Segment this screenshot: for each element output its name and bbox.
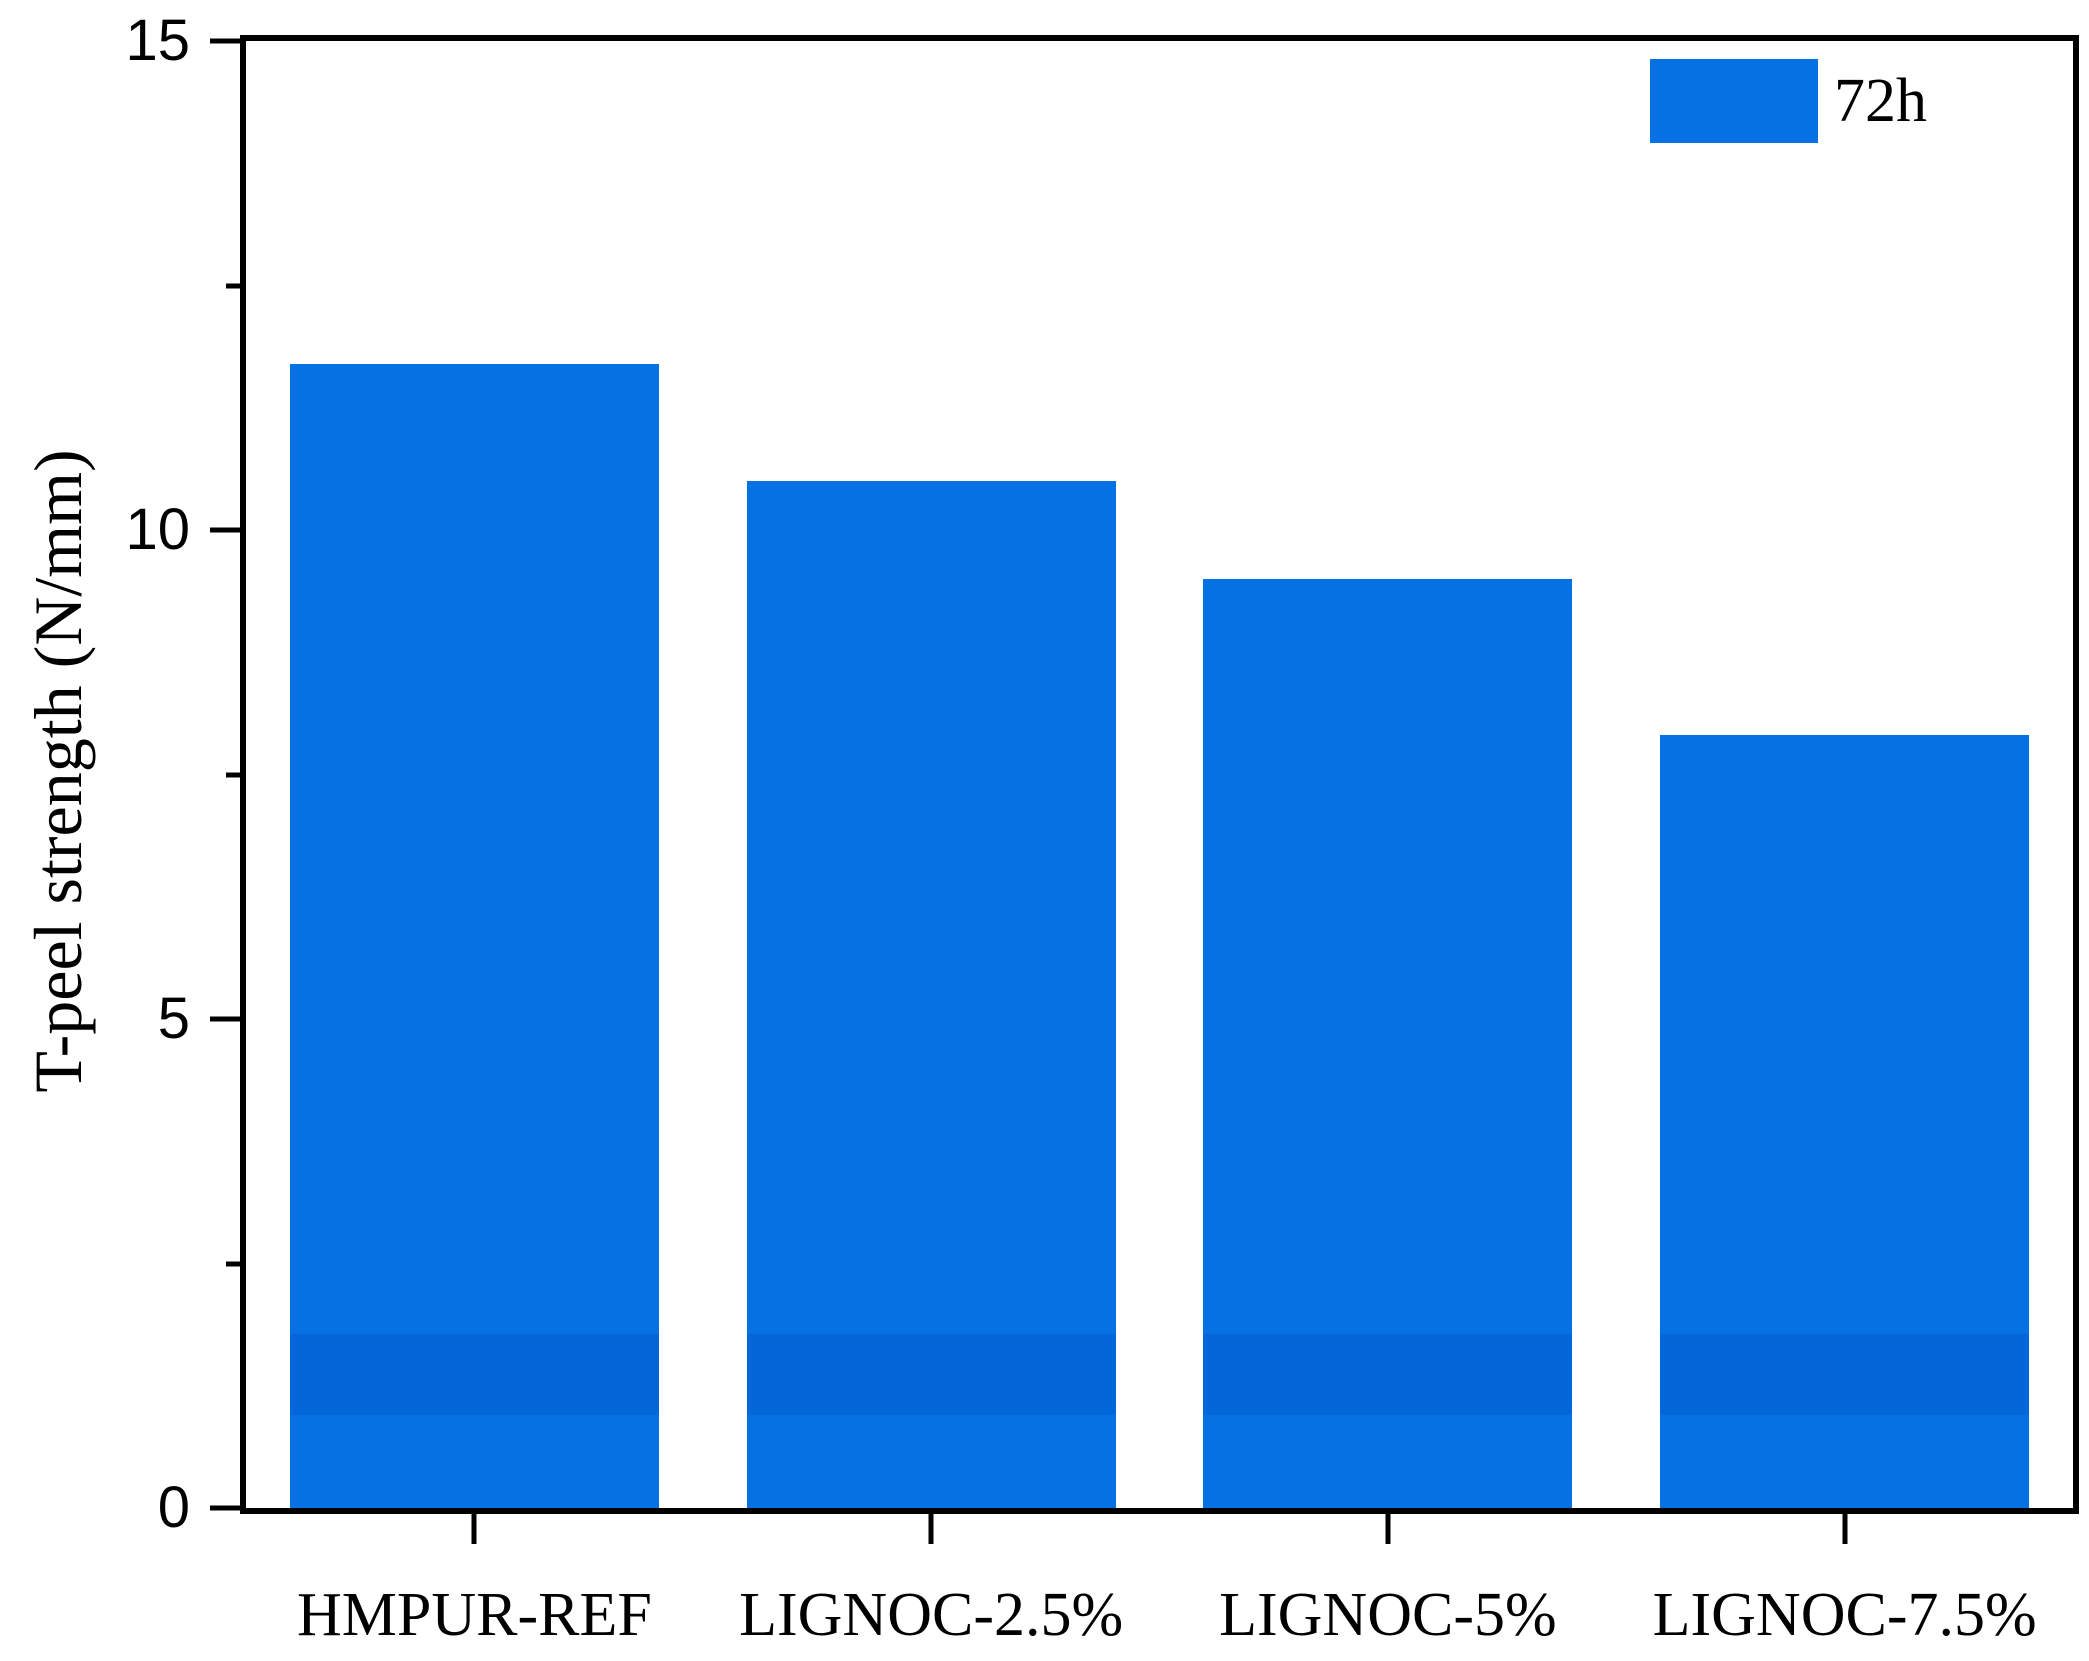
y-tick-label: 10	[125, 497, 190, 562]
y-tick-label: 15	[125, 8, 190, 73]
bar-shade-band	[1660, 1333, 2030, 1416]
y-major-tick	[210, 1505, 240, 1511]
x-category-label: LIGNOC-5%	[1219, 1581, 1557, 1649]
y-axis-title: T-peel strength (N/mm)	[20, 449, 96, 1093]
y-major-tick	[210, 527, 240, 533]
y-tick-label: 5	[157, 986, 190, 1051]
x-category-label: HMPUR-REF	[296, 1581, 652, 1649]
x-tick	[471, 1514, 477, 1544]
y-minor-tick	[226, 1261, 240, 1266]
bar-shade-band	[289, 1333, 659, 1416]
bar-shade-band	[1203, 1333, 1573, 1416]
y-major-tick	[210, 38, 240, 44]
x-tick	[1385, 1514, 1391, 1544]
bar-HMPUR-REF	[289, 363, 659, 1508]
bar-LIGNOC-2.5%	[746, 481, 1116, 1508]
x-category-label: LIGNOC-2.5%	[739, 1581, 1124, 1649]
bar-LIGNOC-5%	[1203, 578, 1573, 1508]
x-tick	[928, 1514, 934, 1544]
y-major-tick	[210, 1016, 240, 1022]
x-tick	[1842, 1514, 1848, 1544]
legend: 72h	[1650, 59, 1927, 143]
plot-area: 72h 0 5 10 15 HMPUR-REF LIGNOC-2.5% LIGNOC-5% L…	[125, 12, 2079, 1646]
y-tick-label: 0	[157, 1475, 190, 1540]
legend-label: 72h	[1834, 67, 1927, 135]
y-minor-tick	[226, 283, 240, 288]
bar-shade-band	[746, 1333, 1116, 1416]
y-minor-tick	[226, 772, 240, 777]
legend-swatch	[1650, 59, 1818, 143]
bar-LIGNOC-7.5%	[1660, 735, 2030, 1508]
x-category-label: LIGNOC-7.5%	[1652, 1581, 2037, 1649]
